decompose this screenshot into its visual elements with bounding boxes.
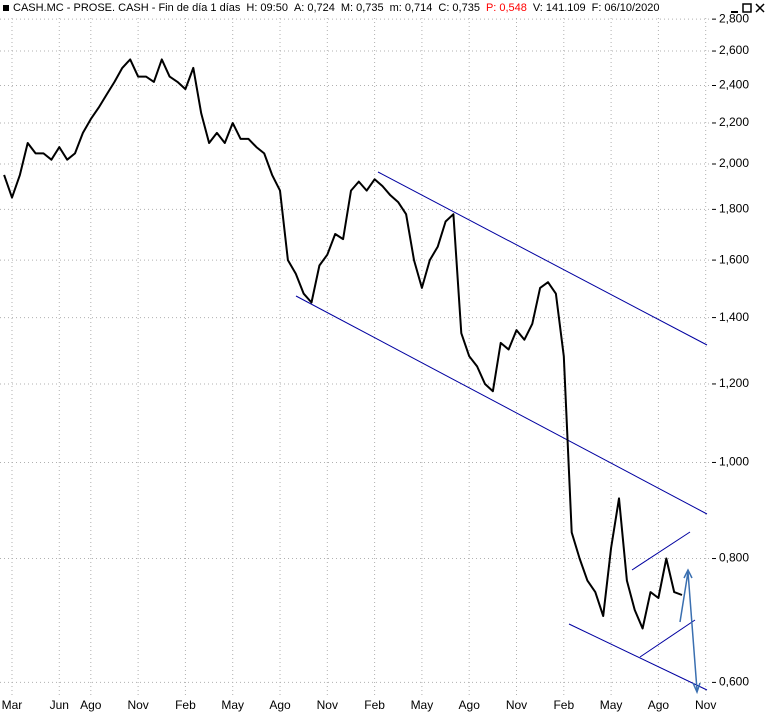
- x-tick-label: Jun: [50, 698, 69, 712]
- trend-lines: [295, 171, 708, 695]
- stat-label: C:: [438, 2, 449, 14]
- arrow-head: [692, 682, 701, 695]
- y-tick-label: 2,800: [719, 11, 749, 25]
- x-tick-label: Nov: [127, 698, 148, 712]
- x-tick-label: Nov: [317, 698, 338, 712]
- trend-line: [377, 171, 708, 346]
- trend-line: [639, 619, 696, 658]
- stat-label: V:: [533, 2, 543, 14]
- trend-line: [631, 531, 691, 571]
- x-tick-label: Ago: [648, 698, 670, 712]
- arrow-head: [683, 568, 693, 579]
- y-tick-label: 2,000: [719, 156, 749, 170]
- stat-label: H:: [246, 2, 257, 14]
- x-tick-label: Ago: [459, 698, 481, 712]
- y-tick-label: 1,400: [719, 310, 749, 324]
- trend-line: [568, 623, 708, 691]
- y-tick-label: 1,800: [719, 202, 749, 216]
- stat-value: 141.109: [546, 2, 586, 14]
- y-tick-label: 1,000: [719, 455, 749, 469]
- stat-label: F:: [592, 2, 602, 14]
- stat-value: 0,548: [499, 2, 527, 14]
- x-tick-label: May: [221, 698, 244, 712]
- stat-value: 0,724: [307, 2, 335, 14]
- stat-label: A:: [294, 2, 304, 14]
- x-tick-label: May: [600, 698, 623, 712]
- stat-value: 0,735: [356, 2, 384, 14]
- x-tick-label: Feb: [175, 698, 196, 712]
- trend-line: [295, 295, 708, 515]
- header-icon: [3, 5, 9, 11]
- x-tick-label: May: [411, 698, 434, 712]
- window-buttons[interactable]: [731, 3, 765, 13]
- stat-value: 09:50: [260, 2, 288, 14]
- x-tick-label: Ago: [269, 698, 291, 712]
- stat-label: P:: [486, 2, 496, 14]
- header-bar: [0, 0, 769, 17]
- y-tick-label: 1,600: [719, 252, 749, 266]
- y-tick-label: 0,800: [719, 551, 749, 565]
- plot-layer: [3, 58, 683, 630]
- x-tick-label: Mar: [2, 698, 23, 712]
- y-tick-label: 2,400: [719, 78, 749, 92]
- grid-layer: [0, 10, 712, 697]
- stat-label: M:: [341, 2, 353, 14]
- header: CASH.MC - PROSE. CASH - Fin de día 1 día…: [13, 2, 659, 14]
- x-tick-label: Feb: [364, 698, 385, 712]
- x-tick-label: Nov: [506, 698, 527, 712]
- stat-value: 0,735: [452, 2, 480, 14]
- price-line: [3, 58, 683, 630]
- y-tick-label: 2,600: [719, 43, 749, 57]
- close-button[interactable]: [755, 3, 765, 13]
- x-tick-label: Nov: [695, 698, 716, 712]
- title: CASH.MC - PROSE. CASH - Fin de día 1 día…: [13, 2, 241, 14]
- stat-label: m:: [390, 2, 402, 14]
- x-tick-label: Ago: [80, 698, 102, 712]
- stat-value: 0,714: [405, 2, 433, 14]
- stat-value: 06/10/2020: [604, 2, 659, 14]
- y-tick-label: 0,600: [719, 675, 749, 689]
- x-tick-label: Feb: [553, 698, 574, 712]
- projection-arrow: [679, 571, 698, 691]
- y-tick-label: 1,200: [719, 376, 749, 390]
- maximize-button[interactable]: [742, 3, 752, 13]
- y-tick-label: 2,200: [719, 115, 749, 129]
